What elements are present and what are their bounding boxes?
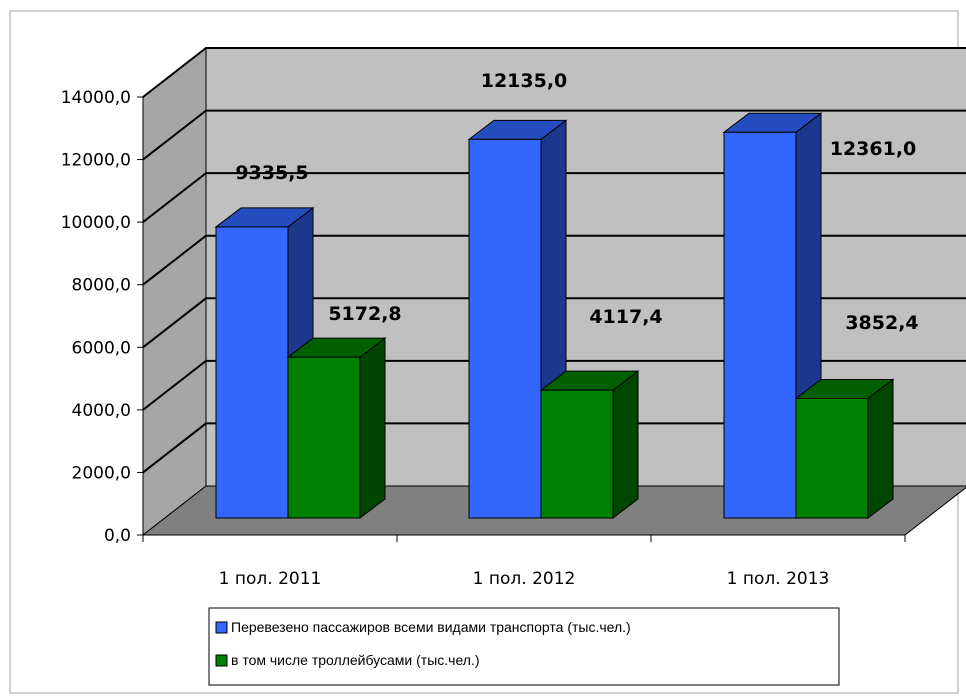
bar-side bbox=[359, 337, 386, 520]
bar bbox=[467, 119, 568, 520]
data-label: 5172,8 bbox=[328, 303, 401, 325]
y-tick-label: 8000,0 bbox=[72, 276, 131, 296]
bar-front bbox=[540, 389, 614, 519]
x-category-label: 1 пол. 2013 bbox=[727, 569, 830, 589]
gridline bbox=[142, 234, 966, 286]
x-category-label: 1 пол. 2012 bbox=[473, 569, 576, 589]
y-axis-tick-labels: 0,0 2000,0 4000,0 6000,0 8000,0 10000,0 12000,… bbox=[61, 88, 131, 546]
bar bbox=[539, 370, 640, 520]
legend-label: в том числе троллейбусами (тыс.чел.) bbox=[231, 652, 480, 668]
y-tick-label: 4000,0 bbox=[72, 401, 131, 421]
legend-box bbox=[208, 607, 840, 686]
x-category-label: 1 пол. 2011 bbox=[219, 569, 322, 589]
y-tick-label: 12000,0 bbox=[61, 151, 131, 171]
data-label: 12361,0 bbox=[830, 138, 917, 160]
gridline bbox=[142, 109, 966, 161]
legend-swatch bbox=[215, 654, 228, 667]
data-label: 9335,5 bbox=[235, 162, 308, 184]
axes bbox=[137, 96, 906, 542]
bar-front bbox=[723, 131, 797, 519]
data-labels: 9335,5 5172,8 12135,0 4117,4 12361,0 3852,4 bbox=[235, 70, 918, 334]
bar-series bbox=[214, 112, 895, 520]
bar bbox=[722, 112, 823, 520]
bar bbox=[794, 378, 895, 520]
data-label: 4117,4 bbox=[589, 306, 662, 328]
legend-label: Перевезено пассажиров всеми видами транс… bbox=[231, 619, 631, 635]
y-tick-label: 2000,0 bbox=[72, 463, 131, 483]
data-label: 12135,0 bbox=[481, 70, 568, 92]
side-wall bbox=[142, 46, 207, 537]
gridline bbox=[142, 172, 966, 223]
gridline bbox=[142, 297, 966, 349]
gridlines bbox=[142, 47, 966, 474]
gridline bbox=[142, 422, 966, 474]
legend-swatch bbox=[215, 621, 228, 634]
legend: Перевезено пассажиров всеми видами транс… bbox=[208, 607, 840, 686]
gridline bbox=[142, 359, 966, 411]
bar-side bbox=[867, 378, 894, 520]
gridline bbox=[142, 47, 966, 98]
x-axis-category-labels: 1 пол. 2011 1 пол. 2012 1 пол. 2013 bbox=[219, 569, 830, 589]
bar-front bbox=[287, 356, 361, 519]
bar-front bbox=[795, 397, 869, 519]
bar-side bbox=[612, 370, 639, 520]
y-tick-label: 14000,0 bbox=[61, 88, 131, 108]
y-tick-label: 6000,0 bbox=[72, 338, 131, 358]
bar-front bbox=[215, 226, 289, 519]
y-tick-label: 0,0 bbox=[104, 526, 131, 546]
bar-front bbox=[468, 138, 542, 519]
bar bbox=[286, 337, 387, 520]
data-label: 3852,4 bbox=[845, 312, 918, 334]
y-tick-label: 10000,0 bbox=[61, 213, 131, 233]
